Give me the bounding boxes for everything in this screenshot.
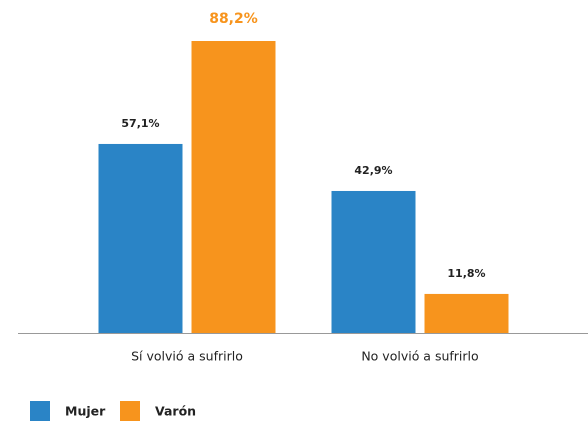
legend-label: Mujer (65, 404, 106, 419)
value-label: 57,1% (121, 117, 159, 130)
value-label: 42,9% (354, 164, 392, 177)
bar (98, 143, 183, 333)
x-tick-label: Sí volvió a sufrirlo (131, 349, 243, 364)
value-label: 88,2% (209, 11, 258, 27)
bar (191, 41, 276, 333)
value-label: 11,8% (447, 267, 485, 280)
x-tick-label: No volvió a sufrirlo (361, 349, 478, 364)
bar (424, 293, 509, 333)
legend-label: Varón (155, 404, 196, 419)
legend-swatch (30, 401, 50, 421)
legend-swatch (120, 401, 140, 421)
bar (331, 190, 416, 333)
